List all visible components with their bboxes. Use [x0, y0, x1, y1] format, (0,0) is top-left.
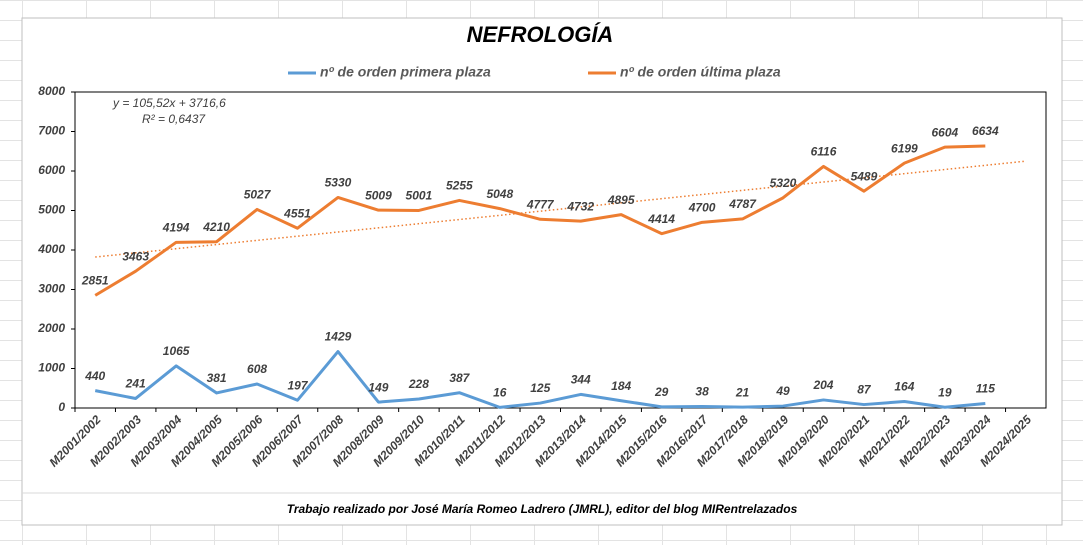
legend-label: nº de orden primera plaza [320, 64, 491, 80]
data-label: 5320 [770, 176, 797, 190]
data-label: 29 [654, 385, 669, 399]
y-tick-label: 8000 [38, 84, 65, 98]
y-tick-label: 0 [58, 400, 65, 414]
y-tick-label: 1000 [38, 361, 65, 375]
data-label: 4551 [283, 206, 311, 220]
data-label: 5048 [486, 187, 513, 201]
legend-label: nº de orden última plaza [620, 64, 781, 80]
data-label: 4787 [728, 197, 757, 211]
data-label: 228 [408, 377, 429, 391]
trend-r2: R² = 0,6437 [142, 112, 206, 126]
y-tick-label: 5000 [38, 203, 65, 217]
data-label: 115 [976, 382, 995, 396]
y-tick-label: 7000 [38, 124, 65, 138]
data-label: 4732 [566, 199, 594, 213]
data-label: 5027 [244, 188, 272, 202]
data-label: 5489 [851, 169, 878, 183]
chart-title: NEFROLOGÍA [467, 22, 614, 47]
data-label: 3463 [122, 249, 149, 263]
data-label: 1429 [325, 330, 352, 344]
data-label: 381 [207, 371, 227, 385]
data-label: 197 [288, 378, 309, 392]
trend-equation: y = 105,52x + 3716,6 [112, 96, 226, 110]
data-label: 164 [894, 380, 914, 394]
data-label: 4194 [162, 221, 190, 235]
data-label: 241 [125, 377, 146, 391]
footer: Trabajo realizado por José María Romeo L… [287, 502, 798, 516]
data-label: 2851 [81, 274, 109, 288]
data-label: 16 [493, 386, 507, 400]
data-label: 4210 [202, 220, 230, 234]
data-label: 204 [812, 378, 833, 392]
series-line [94, 144, 986, 297]
data-label: 344 [571, 373, 591, 387]
data-label: 5330 [325, 176, 352, 190]
y-tick-label: 2000 [37, 321, 65, 335]
data-label: 1065 [163, 344, 190, 358]
data-label: 6199 [891, 141, 918, 155]
data-label: 4414 [647, 212, 675, 226]
data-label: 440 [84, 369, 105, 383]
data-label: 38 [695, 385, 709, 399]
data-label: 21 [735, 385, 750, 399]
data-label: 87 [857, 383, 872, 397]
data-label: 125 [530, 381, 550, 395]
chart-area [21, 17, 1063, 526]
data-label: 149 [368, 380, 388, 394]
y-tick-label: 6000 [38, 163, 65, 177]
data-label: 6634 [972, 124, 999, 138]
data-label: 608 [247, 362, 267, 376]
data-label: 5001 [406, 189, 433, 203]
data-label: 49 [775, 384, 790, 398]
data-label: 6116 [811, 145, 837, 159]
data-label: 6604 [932, 125, 959, 139]
data-label: 4777 [526, 197, 555, 211]
series-line [94, 350, 986, 409]
data-label: 387 [449, 371, 470, 385]
y-tick-label: 4000 [37, 242, 65, 256]
data-label: 4700 [688, 201, 716, 215]
data-label: 19 [938, 385, 952, 399]
data-label: 4895 [607, 193, 635, 207]
data-label: 184 [611, 379, 631, 393]
data-label: 5009 [365, 188, 392, 202]
data-label: 5255 [446, 179, 473, 193]
y-tick-label: 3000 [38, 282, 65, 296]
